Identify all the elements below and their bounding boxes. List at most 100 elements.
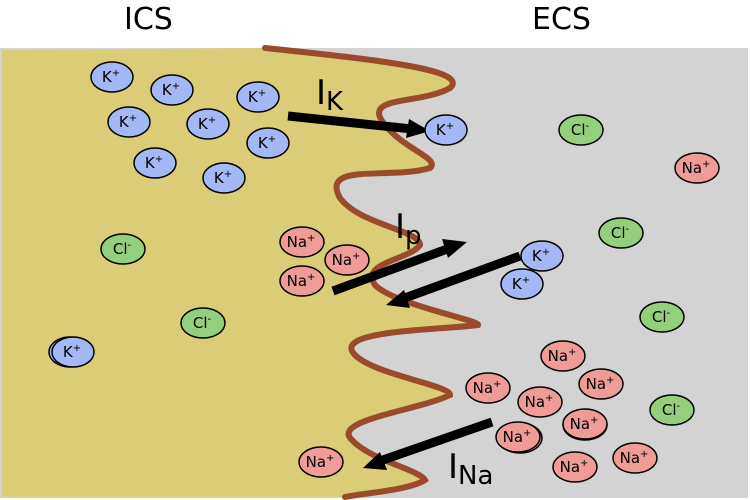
ip-inward-arrow bbox=[386, 251, 522, 308]
ion-label: K+ bbox=[532, 247, 550, 265]
ion-bubble bbox=[562, 408, 608, 440]
ion-label: K+ bbox=[512, 275, 530, 293]
ion-bubble bbox=[639, 301, 685, 333]
ion-bubble bbox=[558, 114, 604, 146]
ion-k-ecs-1: K+ bbox=[424, 114, 468, 146]
ion-na-ecs-2: Na+ bbox=[540, 340, 586, 372]
ion-label: Na+ bbox=[570, 415, 599, 433]
ion-na-ics-1: Na+ bbox=[279, 226, 325, 258]
ion-label: Cl- bbox=[662, 401, 681, 419]
ion-label: Na+ bbox=[306, 453, 335, 471]
ion-bubble bbox=[133, 147, 177, 179]
ion-label: Na+ bbox=[503, 428, 532, 446]
ion-bubble bbox=[674, 152, 720, 184]
ip-label: Ip bbox=[395, 207, 422, 251]
ion-label: Na+ bbox=[287, 233, 316, 251]
ion-na-ecs-8: Na+ bbox=[612, 442, 658, 474]
ion-bubble bbox=[598, 217, 644, 249]
ion-k-ics-3: K+ bbox=[236, 81, 280, 113]
ion-bubble bbox=[279, 265, 325, 297]
ics-region bbox=[2, 48, 479, 497]
ion-bubble bbox=[100, 233, 146, 265]
ion-na-ics-3: Na+ bbox=[279, 265, 325, 297]
ion-cl-ecs-2: Cl- bbox=[598, 217, 644, 249]
ion-na-ecs-1: Na+ bbox=[674, 152, 720, 184]
ion-na-ecs-5: Na+ bbox=[517, 386, 563, 418]
ion-label: Cl- bbox=[652, 308, 671, 326]
ics-title: ICS bbox=[124, 2, 173, 37]
ion-label: Na+ bbox=[620, 449, 649, 467]
ion-label: K+ bbox=[145, 154, 163, 172]
ion-bubble bbox=[540, 340, 586, 372]
ion-label: Cl- bbox=[571, 121, 590, 139]
ik-label: IK bbox=[316, 73, 344, 117]
ion-bubble bbox=[186, 108, 230, 140]
ion-na-ecs-11: Na+ bbox=[562, 408, 608, 440]
ion-na-ecs-10: Na+ bbox=[495, 421, 541, 453]
ion-label: Cl- bbox=[113, 240, 132, 258]
ion-bubble bbox=[424, 114, 468, 146]
ion-k-ics-5: K+ bbox=[186, 108, 230, 140]
ion-label: Cl- bbox=[193, 314, 212, 332]
ion-bubble bbox=[324, 244, 370, 276]
ion-bubble bbox=[649, 394, 695, 426]
ion-label: K+ bbox=[436, 121, 454, 139]
ion-k-ecs-3: K+ bbox=[500, 268, 544, 300]
current-arrows bbox=[287, 111, 522, 470]
ion-label: Na+ bbox=[682, 159, 711, 177]
ion-k-ics-1: K+ bbox=[90, 61, 134, 93]
ip-outward-arrow bbox=[331, 239, 467, 296]
ina-arrow bbox=[363, 417, 494, 470]
ion-label: K+ bbox=[119, 113, 137, 131]
ion-label: Na+ bbox=[548, 347, 577, 365]
ion-bubble bbox=[202, 162, 246, 194]
ion-cl-ecs-3: Cl- bbox=[639, 301, 685, 333]
ion-cl-ics-2: Cl- bbox=[180, 307, 226, 339]
ion-label: Na+ bbox=[473, 379, 502, 397]
ion-na-ics-4: Na+ bbox=[298, 446, 344, 478]
ion-k-ics-10: K+ bbox=[51, 336, 95, 368]
ion-bubble bbox=[279, 226, 325, 258]
ion-label: Na+ bbox=[287, 272, 316, 290]
ion-label: K+ bbox=[102, 68, 120, 86]
ion-k-ics-4: K+ bbox=[107, 106, 151, 138]
ion-na-ics-2: Na+ bbox=[324, 244, 370, 276]
ion-bubble bbox=[465, 372, 511, 404]
ion-k-ics-8: K+ bbox=[202, 162, 246, 194]
ion-na-ecs-9: Na+ bbox=[552, 451, 598, 483]
ion-label: Na+ bbox=[332, 251, 361, 269]
ion-bubble bbox=[520, 240, 564, 272]
ion-label: K+ bbox=[258, 134, 276, 152]
ion-na-ecs-4: Na+ bbox=[578, 368, 624, 400]
ion-bubble bbox=[150, 74, 194, 106]
ion-label: K+ bbox=[162, 81, 180, 99]
ion-bubble bbox=[500, 268, 544, 300]
ion-label: K+ bbox=[214, 169, 232, 187]
ion-label: K+ bbox=[248, 88, 266, 106]
ion-k-ics-7: K+ bbox=[133, 147, 177, 179]
ion-label: Na+ bbox=[525, 393, 554, 411]
ion-bubble bbox=[578, 368, 624, 400]
ion-k-ecs-2: K+ bbox=[520, 240, 564, 272]
ion-k-ics-6: K+ bbox=[246, 127, 290, 159]
ion-cl-ecs-4: Cl- bbox=[649, 394, 695, 426]
ion-bubble bbox=[612, 442, 658, 474]
ion-label: K+ bbox=[63, 343, 81, 361]
ion-cl-ecs-1: Cl- bbox=[558, 114, 604, 146]
ion-bubble bbox=[517, 386, 563, 418]
ion-bubble bbox=[107, 106, 151, 138]
ion-k-ics-2: K+ bbox=[150, 74, 194, 106]
ecs-title: ECS bbox=[532, 2, 591, 37]
ion-bubble bbox=[495, 421, 541, 453]
ion-bubble bbox=[180, 307, 226, 339]
ik-arrow bbox=[287, 111, 430, 138]
cell-membrane bbox=[262, 45, 482, 500]
ion-bubble bbox=[51, 336, 95, 368]
ion-bubble bbox=[236, 81, 280, 113]
ion-bubble bbox=[90, 61, 134, 93]
ion-bubble bbox=[298, 446, 344, 478]
ion-label: Na+ bbox=[560, 458, 589, 476]
ion-bubble bbox=[246, 127, 290, 159]
